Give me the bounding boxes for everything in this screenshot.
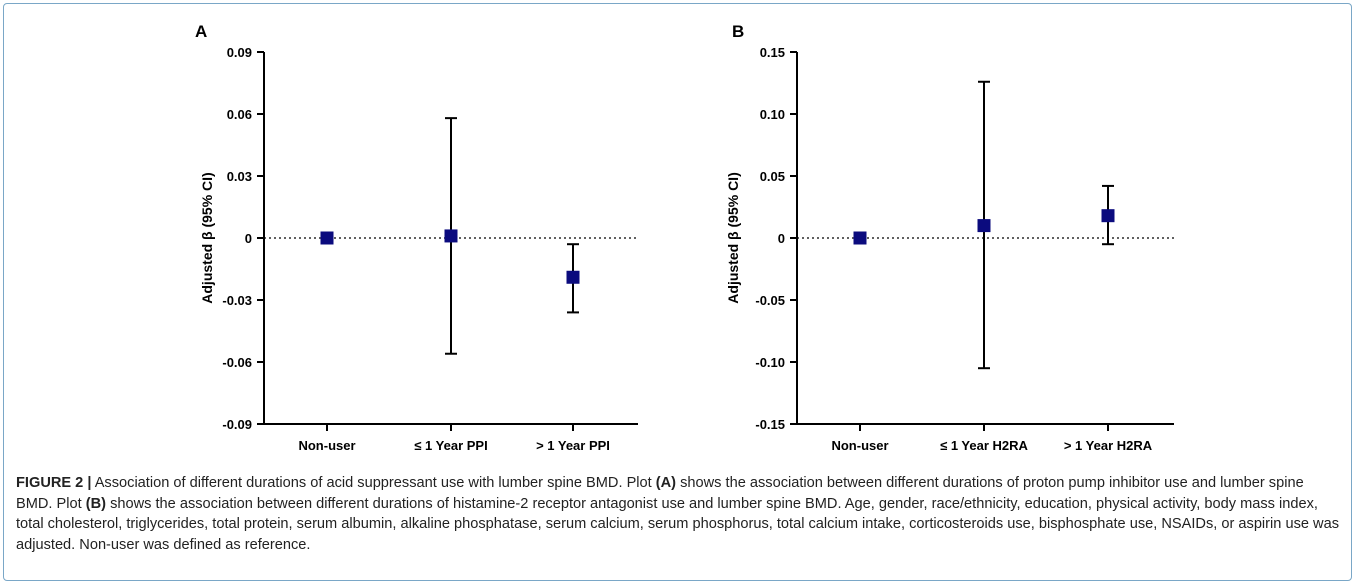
panel-a-point-marker: [320, 231, 334, 245]
panel-a-y-tick-label: -0.06: [222, 355, 252, 370]
panel-a-y-tick-label: 0.03: [227, 169, 252, 184]
panel-b-point-marker: [1101, 209, 1115, 223]
panel-b-x-tick-label: > 1 Year H2RA: [1064, 438, 1153, 453]
panel-a-point-marker: [566, 270, 580, 284]
chart-panel-b: B 0.15 0.10 0.05 0 -0.05 -0.10 -0.15 Adjusted β …: [725, 22, 1174, 453]
panel-a-x-tick-label: ≤ 1 Year PPI: [414, 438, 487, 453]
panel-b-y-tick-label: -0.15: [755, 417, 785, 432]
caption-ref-b: (B): [85, 495, 107, 512]
figure-frame: [3, 3, 1352, 581]
panel-b-point-marker: [977, 219, 991, 233]
panel-b-x-tick-label: Non-user: [831, 438, 888, 453]
panel-a-y-tick-label: -0.09: [222, 417, 252, 432]
panel-a-y-tick-label: 0.06: [227, 107, 252, 122]
caption-text-1: Association of different durations of ac…: [91, 475, 656, 491]
caption-ref-a: (A): [655, 475, 677, 491]
panel-b-y-tick-label: 0: [778, 231, 785, 246]
panel-b-y-axis-title: Adjusted β (95% CI): [725, 172, 741, 303]
caption-label: FIGURE 2 |: [16, 475, 92, 491]
panel-b-x-tick-label: ≤ 1 Year H2RA: [940, 438, 1028, 453]
panel-a-y-tick-label: 0.09: [227, 45, 252, 60]
panel-b-panel-label: B: [732, 22, 744, 41]
panel-b-y-tick-label: -0.10: [755, 355, 785, 370]
caption-text-3: shows the association between different …: [16, 495, 1339, 553]
panel-a-point-marker: [444, 229, 458, 243]
caption-text-2: shows the association between different …: [16, 475, 1304, 512]
panel-b-y-tick-label: 0.10: [760, 107, 785, 122]
figure-caption: FIGURE 2 | Association of different dura…: [16, 473, 1341, 555]
panel-a-y-axis-title: Adjusted β (95% CI): [199, 172, 215, 303]
panel-b-y-tick-label: 0.05: [760, 169, 785, 184]
panel-b-y-tick-label: -0.05: [755, 293, 785, 308]
panel-a-y-tick-label: -0.03: [222, 293, 252, 308]
panel-a-x-tick-label: > 1 Year PPI: [536, 438, 610, 453]
panel-a-y-tick-label: 0: [245, 231, 252, 246]
panel-a-x-tick-label: Non-user: [298, 438, 355, 453]
panel-a-panel-label: A: [195, 22, 207, 41]
panel-b-y-tick-label: 0.15: [760, 45, 785, 60]
chart-panel-a: A 0.09 0.06 0.03 0 -0.03 -0.06 -0.09 Adjusted β …: [195, 22, 638, 453]
panel-b-point-marker: [853, 231, 867, 245]
